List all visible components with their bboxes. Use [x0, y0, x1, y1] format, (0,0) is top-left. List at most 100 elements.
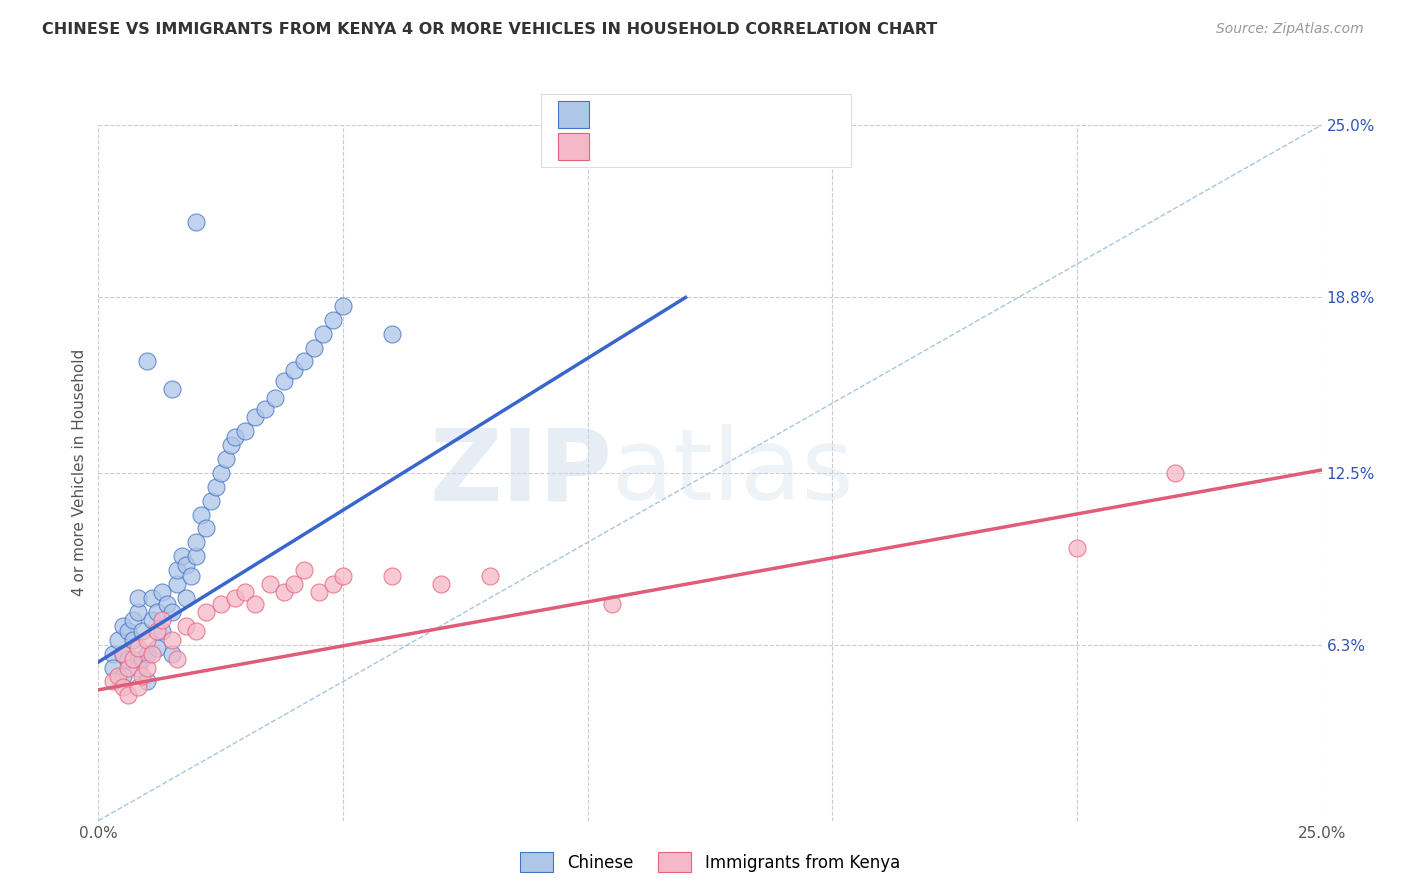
Point: [253, 401, 276, 416]
Point: [219, 438, 242, 452]
Point: [166, 577, 188, 591]
Point: [121, 613, 143, 627]
Point: [322, 312, 344, 326]
Point: [381, 326, 404, 341]
Point: [136, 354, 159, 368]
Point: [131, 669, 153, 683]
Point: [195, 605, 218, 619]
Point: [160, 632, 183, 647]
Point: [233, 585, 256, 599]
Legend: Chinese, Immigrants from Kenya: Chinese, Immigrants from Kenya: [513, 846, 907, 879]
Point: [150, 624, 173, 639]
Point: [131, 624, 153, 639]
Point: [121, 632, 143, 647]
Point: [292, 354, 315, 368]
Point: [1164, 466, 1187, 480]
Point: [111, 680, 134, 694]
Point: [224, 591, 246, 605]
Point: [332, 568, 354, 582]
Point: [214, 451, 236, 466]
Point: [136, 660, 159, 674]
Point: [600, 597, 623, 611]
Point: [322, 577, 344, 591]
Point: [273, 585, 295, 599]
Point: [209, 466, 232, 480]
Point: [166, 563, 188, 577]
Point: [243, 410, 266, 425]
Point: [312, 326, 335, 341]
Point: [117, 652, 139, 666]
Point: [283, 363, 305, 377]
Text: atlas: atlas: [612, 425, 853, 521]
Point: [127, 605, 149, 619]
Point: [205, 480, 228, 494]
Text: R = 0.236   N = 37: R = 0.236 N = 37: [600, 137, 785, 155]
Point: [146, 624, 169, 639]
Point: [186, 215, 208, 229]
Point: [224, 429, 246, 443]
Point: [263, 391, 285, 405]
Point: [127, 641, 149, 656]
Point: [195, 521, 218, 535]
Point: [332, 299, 354, 313]
Point: [107, 632, 129, 647]
Text: Source: ZipAtlas.com: Source: ZipAtlas.com: [1216, 22, 1364, 37]
Point: [136, 632, 159, 647]
Point: [146, 641, 169, 656]
Text: R = 0.402   N = 57: R = 0.402 N = 57: [600, 105, 785, 123]
Point: [302, 341, 325, 355]
Point: [117, 660, 139, 674]
Point: [1066, 541, 1088, 555]
Point: [101, 647, 124, 661]
Point: [190, 508, 212, 522]
Point: [111, 647, 134, 661]
Point: [160, 382, 183, 396]
Point: [131, 652, 153, 666]
Point: [156, 597, 179, 611]
Point: [150, 585, 173, 599]
Point: [176, 619, 198, 633]
Point: [273, 374, 295, 388]
Point: [186, 624, 208, 639]
Point: [107, 669, 129, 683]
Point: [150, 613, 173, 627]
Point: [136, 674, 159, 689]
Point: [176, 558, 198, 572]
Point: [117, 689, 139, 703]
Point: [141, 647, 163, 661]
Point: [166, 652, 188, 666]
Point: [180, 568, 202, 582]
Point: [136, 647, 159, 661]
Point: [121, 652, 143, 666]
Point: [127, 660, 149, 674]
Point: [101, 674, 124, 689]
Point: [233, 424, 256, 438]
Point: [141, 613, 163, 627]
Point: [117, 624, 139, 639]
Point: [243, 597, 266, 611]
Point: [381, 568, 404, 582]
Point: [127, 591, 149, 605]
Point: [160, 647, 183, 661]
Point: [430, 577, 453, 591]
Point: [160, 605, 183, 619]
Point: [209, 597, 232, 611]
Point: [101, 660, 124, 674]
Point: [111, 669, 134, 683]
Point: [111, 619, 134, 633]
Point: [283, 577, 305, 591]
Point: [176, 591, 198, 605]
Point: [200, 493, 222, 508]
Y-axis label: 4 or more Vehicles in Household: 4 or more Vehicles in Household: [72, 349, 87, 597]
Point: [186, 549, 208, 564]
Point: [146, 605, 169, 619]
Point: [186, 535, 208, 549]
Point: [308, 585, 330, 599]
Point: [141, 591, 163, 605]
Point: [259, 577, 281, 591]
Point: [292, 563, 315, 577]
Point: [478, 568, 501, 582]
Point: [111, 647, 134, 661]
Point: [127, 680, 149, 694]
Text: CHINESE VS IMMIGRANTS FROM KENYA 4 OR MORE VEHICLES IN HOUSEHOLD CORRELATION CHA: CHINESE VS IMMIGRANTS FROM KENYA 4 OR MO…: [42, 22, 938, 37]
